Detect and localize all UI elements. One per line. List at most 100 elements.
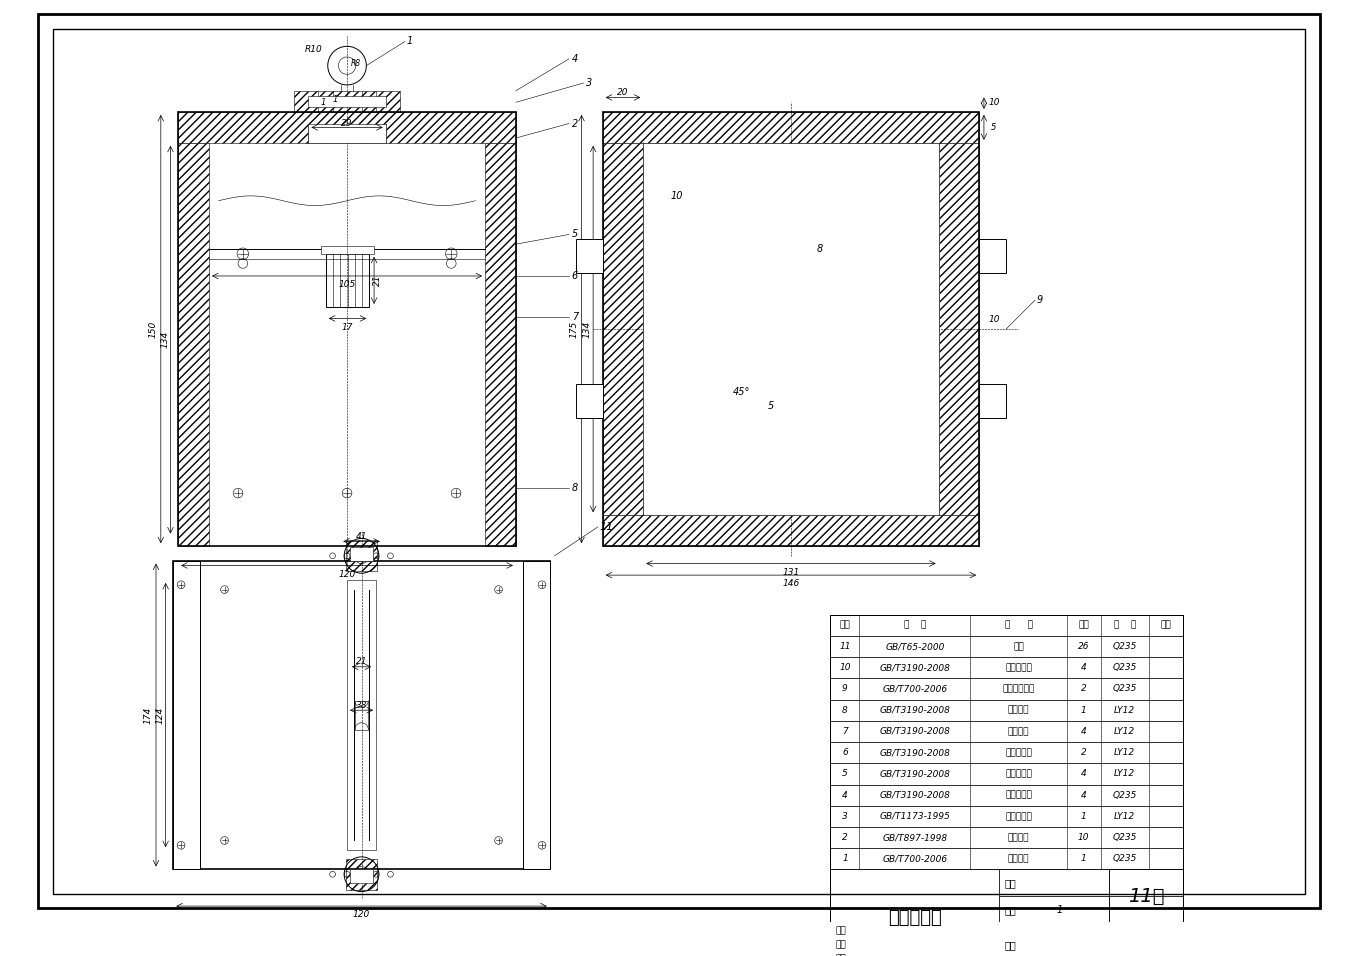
Circle shape bbox=[990, 246, 995, 251]
Circle shape bbox=[587, 262, 592, 268]
Text: 描图: 描图 bbox=[835, 954, 846, 956]
Text: R10: R10 bbox=[306, 45, 323, 54]
Text: 轿厢底板: 轿厢底板 bbox=[1008, 706, 1029, 715]
Bar bbox=[1109, 869, 1183, 897]
Bar bbox=[831, 615, 1183, 956]
Text: 11号: 11号 bbox=[1127, 887, 1164, 906]
Text: 质量: 质量 bbox=[1004, 940, 1016, 949]
Text: R8: R8 bbox=[350, 59, 361, 68]
Circle shape bbox=[990, 391, 995, 397]
Text: 10: 10 bbox=[989, 98, 1001, 107]
Text: 26: 26 bbox=[1078, 642, 1089, 651]
Text: 21: 21 bbox=[356, 658, 367, 666]
Text: 2: 2 bbox=[1081, 749, 1086, 757]
Text: 数量: 数量 bbox=[1078, 620, 1089, 630]
Bar bbox=[308, 96, 386, 107]
Bar bbox=[350, 547, 373, 560]
Bar bbox=[999, 923, 1090, 956]
Text: LY12: LY12 bbox=[1115, 770, 1135, 778]
Text: GB/T3190-2008: GB/T3190-2008 bbox=[880, 727, 951, 736]
Text: 20: 20 bbox=[618, 88, 629, 98]
Bar bbox=[174, 560, 550, 869]
Text: 134: 134 bbox=[583, 320, 592, 337]
Text: GB/T700-2006: GB/T700-2006 bbox=[883, 855, 948, 863]
Text: 9: 9 bbox=[842, 684, 847, 693]
Text: 150: 150 bbox=[148, 320, 158, 337]
Text: 10: 10 bbox=[989, 315, 1001, 324]
Text: 比例: 比例 bbox=[1004, 878, 1016, 888]
Text: Q235: Q235 bbox=[1112, 663, 1137, 672]
Text: 10: 10 bbox=[671, 191, 683, 201]
Bar bbox=[576, 384, 603, 418]
Text: 134: 134 bbox=[160, 331, 170, 348]
Text: 4: 4 bbox=[572, 54, 579, 64]
Bar bbox=[889, 952, 999, 956]
Text: GB/T3190-2008: GB/T3190-2008 bbox=[880, 770, 951, 778]
Bar bbox=[831, 763, 1183, 785]
Circle shape bbox=[990, 262, 995, 268]
Text: 5: 5 bbox=[572, 229, 579, 240]
Text: 6: 6 bbox=[842, 749, 847, 757]
Bar bbox=[485, 142, 516, 546]
Text: 3: 3 bbox=[842, 812, 847, 821]
Text: Q235: Q235 bbox=[1112, 791, 1137, 799]
Text: 8: 8 bbox=[842, 706, 847, 715]
Text: 120: 120 bbox=[338, 570, 356, 578]
Bar bbox=[603, 112, 979, 546]
Bar bbox=[831, 806, 1183, 827]
Text: 124: 124 bbox=[155, 706, 164, 724]
Bar bbox=[346, 858, 378, 890]
Text: 4: 4 bbox=[1081, 770, 1086, 778]
Text: Q235: Q235 bbox=[1112, 642, 1137, 651]
Text: 7: 7 bbox=[842, 727, 847, 736]
Bar bbox=[603, 112, 979, 142]
Text: GB/T700-2006: GB/T700-2006 bbox=[883, 684, 948, 693]
Bar bbox=[831, 923, 889, 938]
Bar bbox=[831, 938, 889, 952]
Text: 轿厢装配图: 轿厢装配图 bbox=[888, 908, 942, 926]
Circle shape bbox=[990, 406, 995, 412]
Text: 轿厢下横架: 轿厢下横架 bbox=[1005, 663, 1032, 672]
Bar bbox=[831, 827, 1183, 848]
Text: 5: 5 bbox=[842, 770, 847, 778]
Text: GB/T1173-1995: GB/T1173-1995 bbox=[880, 812, 951, 821]
Text: GB/T897-1998: GB/T897-1998 bbox=[883, 833, 948, 842]
Bar bbox=[350, 869, 373, 883]
Text: 1: 1 bbox=[842, 855, 847, 863]
Text: 5: 5 bbox=[991, 123, 995, 132]
Bar bbox=[831, 700, 1183, 721]
Text: 1: 1 bbox=[333, 95, 338, 104]
Bar bbox=[644, 142, 938, 515]
Text: GB/T3190-2008: GB/T3190-2008 bbox=[880, 706, 951, 715]
Text: 4: 4 bbox=[1081, 663, 1086, 672]
Bar bbox=[979, 239, 1006, 273]
Bar bbox=[603, 515, 979, 546]
Text: 制图: 制图 bbox=[835, 940, 846, 949]
Text: 11: 11 bbox=[839, 642, 850, 651]
Bar bbox=[831, 742, 1183, 763]
Text: 轿厢固立柱: 轿厢固立柱 bbox=[1005, 770, 1032, 778]
Text: 41: 41 bbox=[356, 532, 367, 541]
Text: 2: 2 bbox=[1081, 684, 1086, 693]
Text: GB/T3190-2008: GB/T3190-2008 bbox=[880, 663, 951, 672]
Bar bbox=[1109, 869, 1183, 923]
Text: 轿厢导轨辅件: 轿厢导轨辅件 bbox=[1002, 684, 1035, 693]
Text: 4: 4 bbox=[1081, 727, 1086, 736]
Text: 131: 131 bbox=[782, 568, 800, 576]
Text: 7: 7 bbox=[572, 312, 579, 321]
Bar bbox=[889, 923, 999, 938]
Text: LY12: LY12 bbox=[1115, 727, 1135, 736]
Bar bbox=[178, 112, 516, 142]
Text: 螺钉: 螺钉 bbox=[1013, 642, 1024, 651]
Bar bbox=[938, 142, 979, 515]
Text: 序号: 序号 bbox=[839, 620, 850, 630]
Text: 38: 38 bbox=[356, 701, 367, 710]
Text: 轿厢导轨板: 轿厢导轨板 bbox=[1005, 749, 1032, 757]
Text: 材    料: 材 料 bbox=[1114, 620, 1135, 630]
Bar bbox=[999, 923, 1183, 956]
Bar bbox=[348, 580, 376, 850]
Circle shape bbox=[587, 406, 592, 412]
Circle shape bbox=[587, 246, 592, 251]
Bar bbox=[831, 657, 1183, 679]
Text: 件数: 件数 bbox=[1004, 905, 1016, 915]
